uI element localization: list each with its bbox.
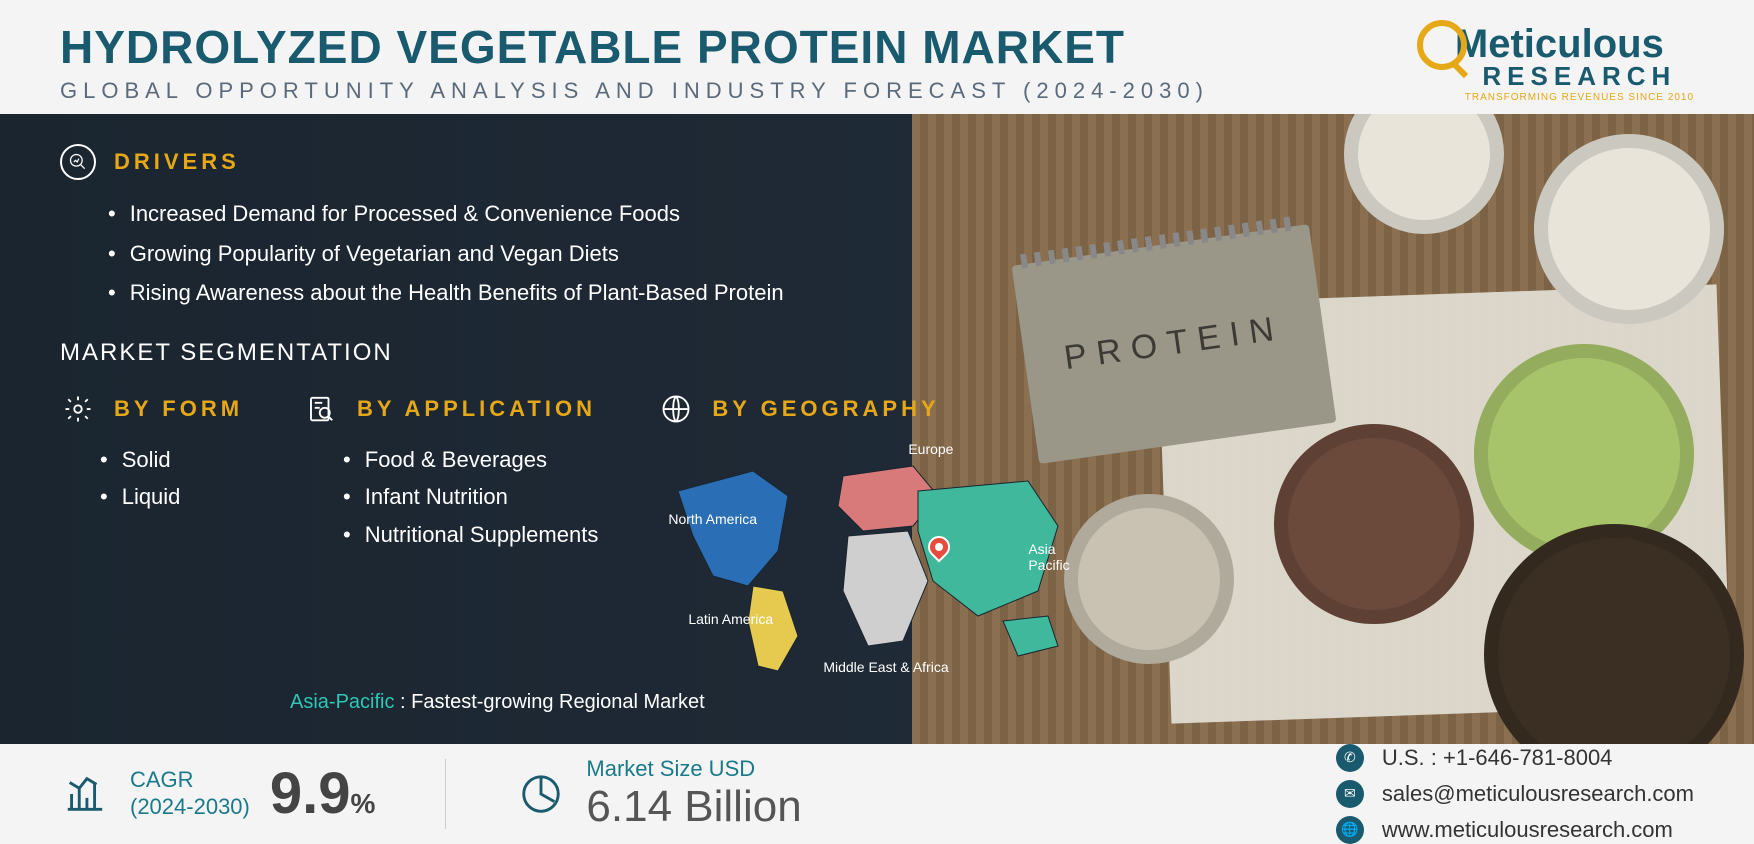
contact-email: ✉ sales@meticulousresearch.com bbox=[1336, 780, 1694, 808]
form-heading: BY FORM bbox=[60, 391, 243, 427]
application-label: BY APPLICATION bbox=[357, 396, 596, 422]
logo-word-1: Meticulous bbox=[1455, 22, 1664, 66]
phone-icon: ✆ bbox=[1336, 744, 1364, 772]
magnifier-icon bbox=[1417, 20, 1467, 70]
drivers-list: Increased Demand for Processed & Conveni… bbox=[108, 194, 1694, 313]
page-title: HYDROLYZED VEGETABLE PROTEIN MARKET bbox=[60, 20, 1209, 74]
document-search-icon bbox=[303, 391, 339, 427]
email-icon: ✉ bbox=[1336, 780, 1364, 808]
footer-bar: CAGR (2024-2030) 9.9% Market Size USD 6.… bbox=[0, 744, 1754, 844]
analysis-icon bbox=[60, 144, 96, 180]
map-label-mea: Middle East & Africa bbox=[823, 659, 948, 675]
region-north-america bbox=[678, 471, 788, 586]
application-heading: BY APPLICATION bbox=[303, 391, 598, 427]
map-label-la: Latin America bbox=[688, 611, 773, 627]
list-item: Liquid bbox=[100, 478, 243, 515]
contact-block: ✆ U.S. : +1-646-781-8004 ✉ sales@meticul… bbox=[1336, 744, 1694, 844]
brand-logo: Meticulous RESEARCH TRANSFORMING REVENUE… bbox=[1425, 22, 1694, 103]
highlight-region: Asia-Pacific bbox=[290, 691, 394, 713]
driver-item: Rising Awareness about the Health Benefi… bbox=[108, 273, 1694, 313]
driver-item: Growing Popularity of Vegetarian and Veg… bbox=[108, 234, 1694, 274]
web-icon: 🌐 bbox=[1336, 816, 1364, 844]
cagr-value: 9.9% bbox=[270, 760, 376, 827]
gear-icon bbox=[60, 391, 96, 427]
cagr-block: CAGR (2024-2030) 9.9% bbox=[60, 760, 375, 827]
cagr-period: (2024-2030) bbox=[130, 794, 250, 820]
segmentation-heading: MARKET SEGMENTATION bbox=[60, 339, 1694, 367]
region-latin-america bbox=[748, 586, 798, 671]
map-label-na: North America bbox=[668, 511, 757, 527]
cagr-number: 9.9 bbox=[270, 761, 351, 826]
cagr-label-group: CAGR (2024-2030) bbox=[130, 767, 250, 820]
bar-chart-icon bbox=[60, 769, 110, 819]
list-item: Nutritional Supplements bbox=[343, 516, 598, 553]
market-size-text: Market Size USD 6.14 Billion bbox=[586, 756, 801, 832]
globe-icon bbox=[658, 391, 694, 427]
market-size-block: Market Size USD 6.14 Billion bbox=[516, 756, 801, 832]
drivers-label: DRIVERS bbox=[114, 149, 240, 175]
geography-heading: BY GEOGRAPHY bbox=[658, 391, 1098, 427]
application-list: Food & Beverages Infant Nutrition Nutrit… bbox=[343, 441, 598, 553]
list-item: Food & Beverages bbox=[343, 441, 598, 478]
region-australia bbox=[1003, 616, 1058, 656]
web-text: www.meticulousresearch.com bbox=[1382, 817, 1673, 843]
segment-form: BY FORM Solid Liquid bbox=[60, 391, 243, 681]
cagr-unit: % bbox=[351, 788, 376, 819]
main-panel: PROTEIN DRIVERS Increased Demand for Pro… bbox=[0, 114, 1754, 744]
form-list: Solid Liquid bbox=[100, 441, 243, 516]
infographic-page: HYDROLYZED VEGETABLE PROTEIN MARKET GLOB… bbox=[0, 0, 1754, 822]
region-mea bbox=[843, 531, 928, 646]
list-item: Infant Nutrition bbox=[343, 478, 598, 515]
pie-chart-icon bbox=[516, 769, 566, 819]
geography-label: BY GEOGRAPHY bbox=[712, 396, 939, 422]
content-block: DRIVERS Increased Demand for Processed &… bbox=[60, 144, 1694, 714]
segment-geography: BY GEOGRAPHY North America bbox=[658, 391, 1098, 681]
page-subtitle: GLOBAL OPPORTUNITY ANALYSIS AND INDUSTRY… bbox=[60, 78, 1209, 104]
header-titles: HYDROLYZED VEGETABLE PROTEIN MARKET GLOB… bbox=[60, 20, 1209, 104]
logo-tagline: TRANSFORMING REVENUES SINCE 2010 bbox=[1465, 92, 1694, 103]
phone-text: U.S. : +1-646-781-8004 bbox=[1382, 745, 1613, 771]
divider bbox=[445, 759, 446, 829]
market-size-value: 6.14 Billion bbox=[586, 782, 801, 832]
list-item: Solid bbox=[100, 441, 243, 478]
market-size-label: Market Size USD bbox=[586, 756, 801, 782]
header-bar: HYDROLYZED VEGETABLE PROTEIN MARKET GLOB… bbox=[0, 0, 1754, 114]
contact-phone: ✆ U.S. : +1-646-781-8004 bbox=[1336, 744, 1694, 772]
segment-application: BY APPLICATION Food & Beverages Infant N… bbox=[303, 391, 598, 681]
driver-item: Increased Demand for Processed & Conveni… bbox=[108, 194, 1694, 234]
map-label-ap: Asia Pacific bbox=[1028, 541, 1078, 573]
drivers-heading: DRIVERS bbox=[60, 144, 1694, 180]
map-label-eu: Europe bbox=[908, 441, 953, 457]
cagr-label: CAGR bbox=[130, 767, 250, 793]
form-label: BY FORM bbox=[114, 396, 243, 422]
segments-row: BY FORM Solid Liquid BY APPLICATION bbox=[60, 391, 1694, 681]
email-text: sales@meticulousresearch.com bbox=[1382, 781, 1694, 807]
world-map: North America Latin America Europe Asia … bbox=[658, 441, 1078, 681]
geography-highlight: Asia-Pacific : Fastest-growing Regional … bbox=[290, 691, 1694, 714]
highlight-text: Fastest-growing Regional Market bbox=[411, 691, 704, 713]
logo-main-text: Meticulous bbox=[1455, 22, 1664, 67]
contact-web: 🌐 www.meticulousresearch.com bbox=[1336, 816, 1694, 844]
